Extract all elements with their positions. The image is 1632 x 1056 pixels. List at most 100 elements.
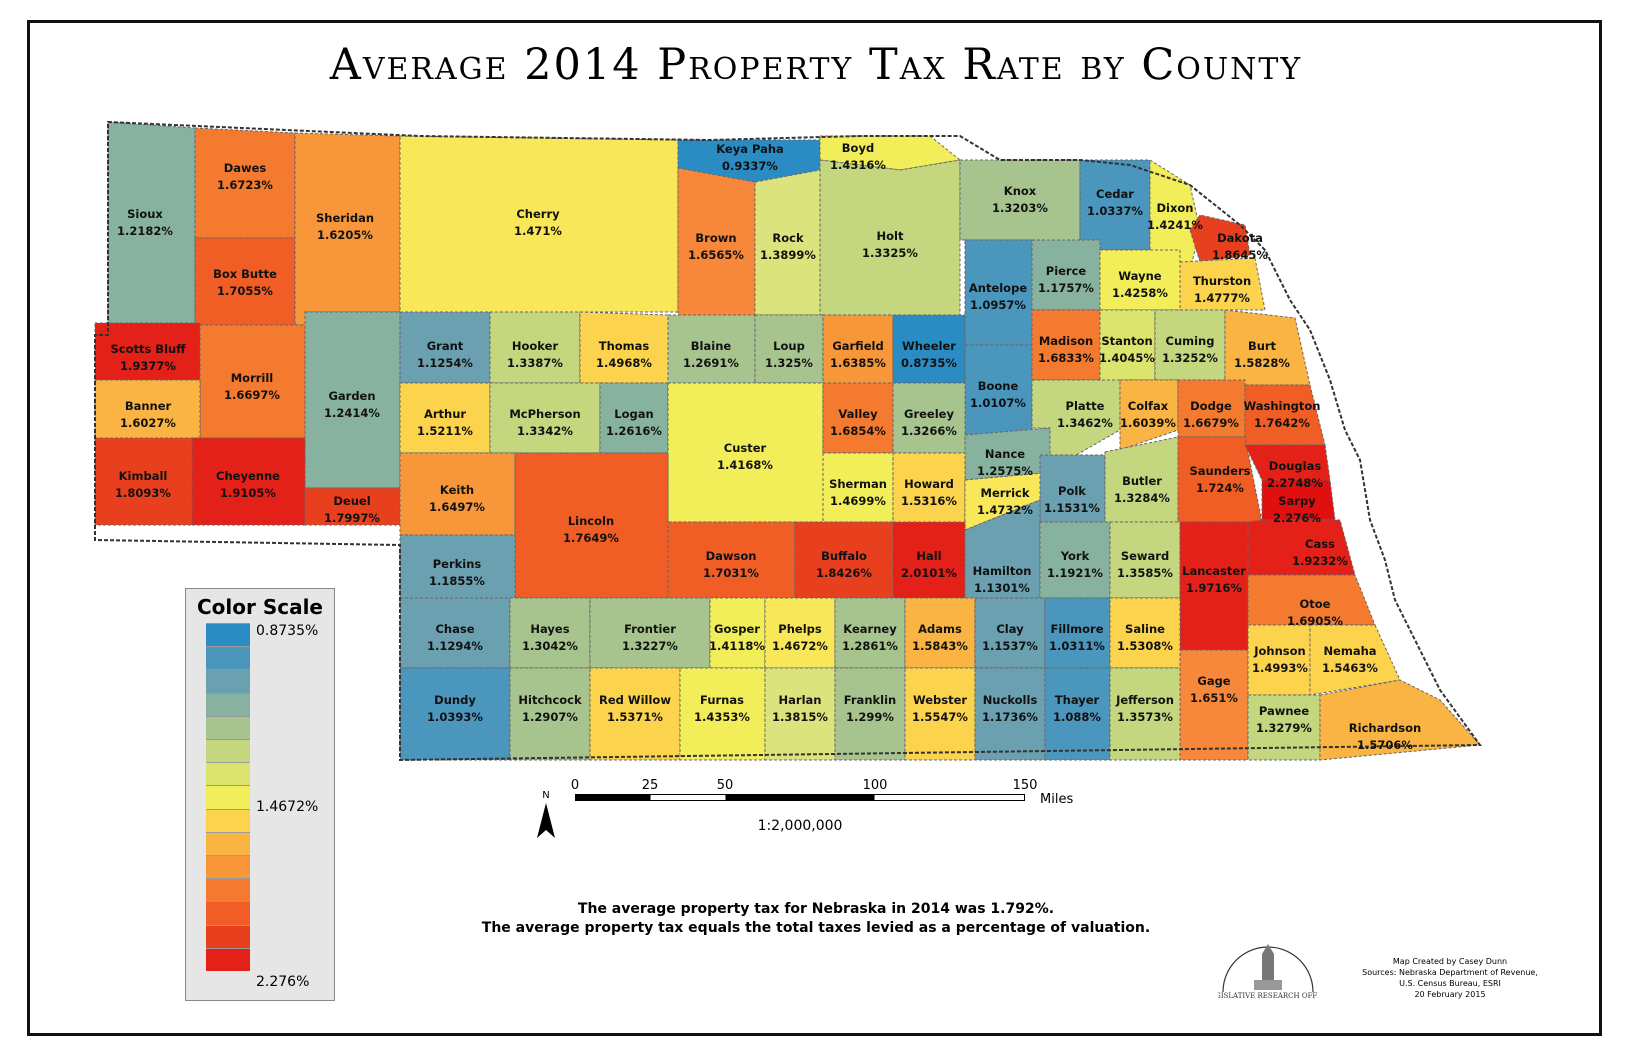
county-name-cass: Cass (1305, 537, 1335, 551)
county-rate-polk: 1.1531% (1044, 501, 1100, 515)
county-name-banner: Banner (125, 399, 172, 413)
county-name-dakota: Dakota (1217, 231, 1263, 245)
county-name-nance: Nance (985, 447, 1025, 461)
county-name-nuckolls: Nuckolls (983, 693, 1038, 707)
county-rate-thomas: 1.4968% (596, 356, 652, 370)
county-rate-saline: 1.5308% (1117, 639, 1173, 653)
county-name-sheridan: Sheridan (316, 211, 374, 225)
county-name-thurston: Thurston (1193, 274, 1251, 288)
county-rate-dakota: 1.8645% (1212, 248, 1268, 262)
county-name-blaine: Blaine (691, 339, 732, 353)
county-name-fillmore: Fillmore (1050, 622, 1103, 636)
legend-swatch (206, 762, 250, 786)
county-name-dawson: Dawson (706, 549, 757, 563)
legend-swatch (206, 739, 250, 763)
county-rate-merrick: 1.4732% (977, 503, 1033, 517)
county-rate-hitchcock: 1.2907% (522, 710, 578, 724)
county-name-merrick: Merrick (981, 486, 1030, 500)
county-name-saline: Saline (1125, 622, 1165, 636)
county-rate-cass: 1.9232% (1292, 554, 1348, 568)
county-rate-perkins: 1.1855% (429, 574, 485, 588)
county-rate-frontier: 1.3227% (622, 639, 678, 653)
county-name-york: York (1060, 549, 1090, 563)
svg-text:LEGISLATIVE RESEARCH OFFICE: LEGISLATIVE RESEARCH OFFICE (1218, 992, 1318, 1000)
credits-line-4: 20 February 2015 (1414, 990, 1486, 999)
county-rate-red-willow: 1.5371% (607, 710, 663, 724)
county-dodge (1177, 379, 1246, 438)
county-name-logan: Logan (614, 407, 653, 421)
county-johnson (1247, 624, 1311, 696)
county-rate-knox: 1.3203% (992, 201, 1048, 215)
county-rate-nuckolls: 1.1736% (982, 710, 1038, 724)
county-name-antelope: Antelope (969, 281, 1027, 295)
county-rate-seward: 1.3585% (1117, 566, 1173, 580)
county-name-hayes: Hayes (530, 622, 569, 636)
county-name-dixon: Dixon (1157, 201, 1194, 215)
scale-units: Miles (1040, 792, 1074, 807)
county-gage (1179, 649, 1249, 761)
scale-bar-graphic (575, 794, 1025, 801)
county-rate-loup: 1.325% (765, 356, 813, 370)
county-name-sarpy: Sarpy (1278, 494, 1316, 508)
county-rate-furnas: 1.4353% (694, 710, 750, 724)
legend-swatch (206, 623, 250, 647)
legend-swatch (206, 831, 250, 855)
county-name-greeley: Greeley (904, 407, 954, 421)
county-name-frontier: Frontier (624, 622, 676, 636)
county-rate-boone: 1.0107% (970, 396, 1026, 410)
county-rate-chase: 1.1294% (427, 639, 483, 653)
county-name-phelps: Phelps (778, 622, 822, 636)
county-name-thayer: Thayer (1055, 693, 1100, 707)
legend-swatch (206, 646, 250, 670)
county-name-boyd: Boyd (842, 141, 874, 155)
county-name-knox: Knox (1004, 184, 1037, 198)
scale-ratio: 1:2,000,000 (757, 818, 843, 834)
county-name-colfax: Colfax (1128, 399, 1169, 413)
county-rate-antelope: 1.0957% (970, 298, 1026, 312)
legend-swatch (206, 901, 250, 925)
county-rate-rock: 1.3899% (760, 248, 816, 262)
county-rate-garden: 1.2414% (324, 406, 380, 420)
county-name-valley: Valley (838, 407, 878, 421)
county-name-otoe: Otoe (1300, 597, 1331, 611)
county-name-burt: Burt (1248, 339, 1277, 353)
county-name-howard: Howard (904, 477, 954, 491)
county-name-dawes: Dawes (224, 161, 267, 175)
county-rate-hooker: 1.3387% (507, 356, 563, 370)
county-rate-wheeler: 0.8735% (901, 356, 957, 370)
county-name-rock: Rock (772, 231, 804, 245)
county-name-gosper: Gosper (714, 622, 760, 636)
county-name-douglas: Douglas (1269, 459, 1322, 473)
county-rate-dundy: 1.0393% (427, 710, 483, 724)
county-rate-dawson: 1.7031% (703, 566, 759, 580)
county-rate-howard: 1.5316% (901, 494, 957, 508)
county-name-hooker: Hooker (512, 339, 559, 353)
county-name-brown: Brown (695, 231, 736, 245)
county-rate-colfax: 1.6039% (1120, 416, 1176, 430)
county-rate-burt: 1.5828% (1234, 356, 1290, 370)
county-name-hall: Hall (916, 549, 941, 563)
legend-swatch (206, 855, 250, 879)
legend-label-max: 2.276% (256, 974, 310, 990)
county-rate-dodge: 1.6679% (1183, 416, 1239, 430)
legend-swatch (206, 947, 250, 971)
scale-tick-25: 25 (641, 778, 659, 793)
county-rate-kearney: 1.2861% (842, 639, 898, 653)
county-rate-thayer: 1.088% (1053, 710, 1101, 724)
county-name-sioux: Sioux (127, 207, 163, 221)
county-name-custer: Custer (724, 441, 767, 455)
county-name-stanton: Stanton (1101, 334, 1152, 348)
county-name-morrill: Morrill (231, 371, 274, 385)
county-rate-custer: 1.4168% (717, 458, 773, 472)
county-name-cherry: Cherry (516, 207, 560, 221)
county-rate-hall: 2.0101% (901, 566, 957, 580)
county-rate-butler: 1.3284% (1114, 491, 1170, 505)
county-rate-cedar: 1.0337% (1087, 204, 1143, 218)
county-name-webster: Webster (913, 693, 967, 707)
county-butler (1104, 436, 1179, 523)
county-holt (819, 159, 961, 316)
county-name-dundy: Dundy (434, 693, 476, 707)
credits: Map Created by Casey Dunn Sources: Nebra… (1330, 956, 1570, 1000)
county-rate-johnson: 1.4993% (1252, 661, 1308, 675)
credits-line-1: Map Created by Casey Dunn (1392, 957, 1508, 966)
